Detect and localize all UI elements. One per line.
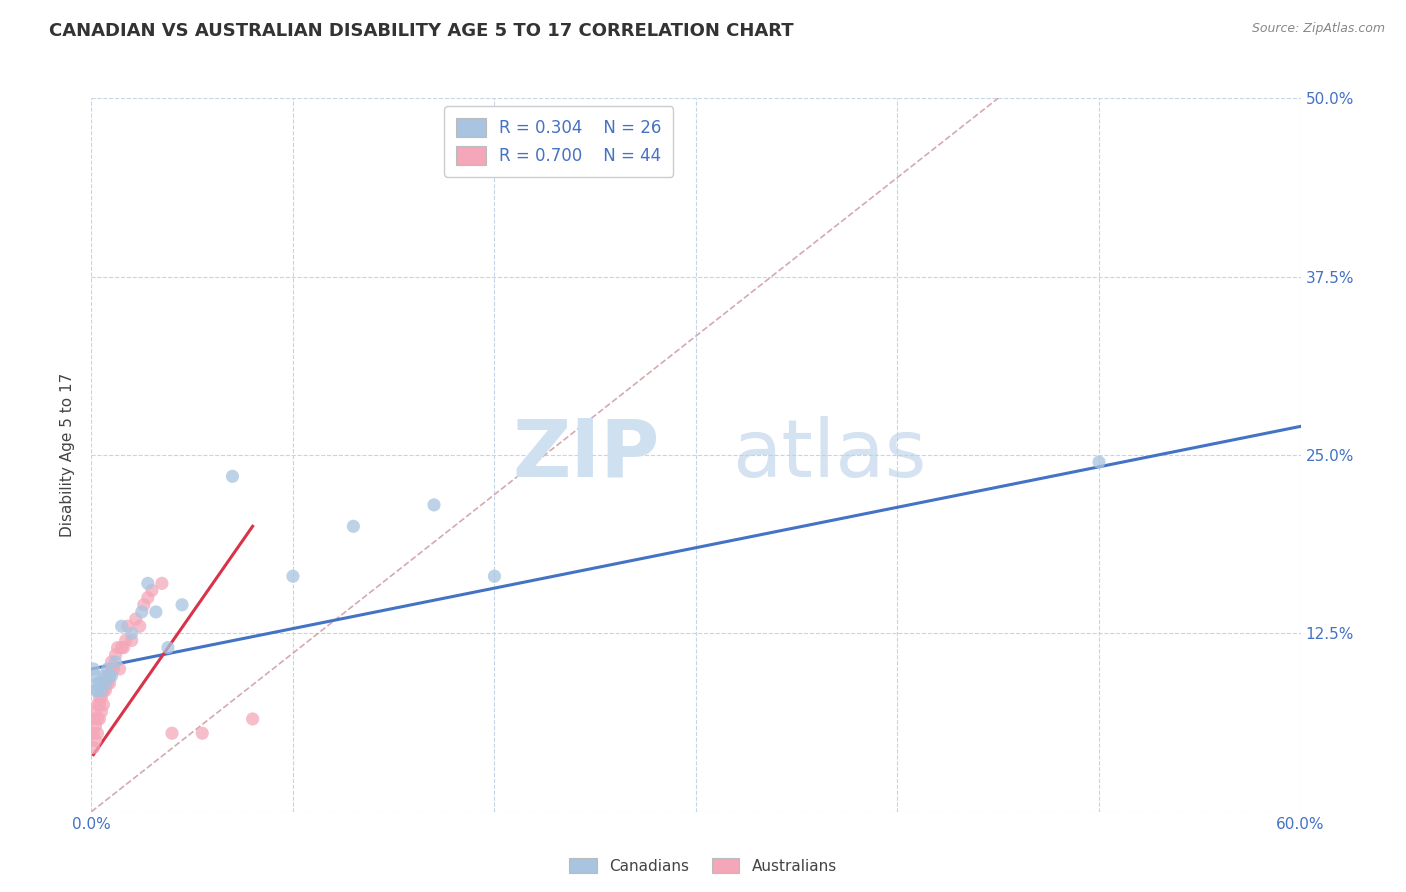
- Point: [128, 619, 150, 633]
- Point: [107, 640, 129, 655]
- Point: [117, 619, 139, 633]
- Point: [82, 740, 104, 755]
- Point: [114, 633, 136, 648]
- Point: [84, 705, 107, 719]
- Point: [103, 662, 125, 676]
- Text: ZIP: ZIP: [512, 416, 659, 494]
- Point: [132, 598, 155, 612]
- Point: [1088, 455, 1111, 469]
- Point: [111, 640, 132, 655]
- Point: [84, 733, 107, 747]
- Text: CANADIAN VS AUSTRALIAN DISABILITY AGE 5 TO 17 CORRELATION CHART: CANADIAN VS AUSTRALIAN DISABILITY AGE 5 …: [49, 22, 794, 40]
- Point: [150, 576, 173, 591]
- Point: [100, 669, 122, 683]
- Text: atlas: atlas: [733, 416, 927, 494]
- Point: [89, 690, 111, 705]
- Point: [160, 726, 183, 740]
- Point: [93, 698, 115, 712]
- Point: [93, 683, 115, 698]
- Point: [82, 712, 104, 726]
- Legend: R = 0.304    N = 26, R = 0.700    N = 44: R = 0.304 N = 26, R = 0.700 N = 44: [444, 106, 673, 177]
- Point: [111, 619, 132, 633]
- Y-axis label: Disability Age 5 to 17: Disability Age 5 to 17: [60, 373, 76, 537]
- Point: [89, 698, 111, 712]
- Point: [86, 676, 108, 690]
- Point: [94, 676, 117, 690]
- Point: [96, 669, 118, 683]
- Point: [131, 605, 153, 619]
- Legend: Canadians, Australians: Canadians, Australians: [562, 852, 844, 880]
- Point: [104, 648, 127, 662]
- Point: [94, 683, 117, 698]
- Point: [136, 591, 159, 605]
- Point: [125, 612, 148, 626]
- Point: [90, 690, 112, 705]
- Point: [98, 669, 121, 683]
- Point: [90, 683, 112, 698]
- Point: [156, 640, 179, 655]
- Point: [136, 576, 159, 591]
- Point: [221, 469, 243, 483]
- Point: [145, 605, 167, 619]
- Point: [242, 712, 264, 726]
- Point: [86, 683, 108, 698]
- Point: [100, 662, 122, 676]
- Point: [121, 633, 143, 648]
- Point: [423, 498, 446, 512]
- Point: [94, 676, 117, 690]
- Point: [96, 676, 118, 690]
- Point: [100, 655, 122, 669]
- Point: [98, 676, 121, 690]
- Point: [281, 569, 304, 583]
- Point: [84, 719, 107, 733]
- Point: [89, 712, 111, 726]
- Point: [96, 662, 118, 676]
- Text: Source: ZipAtlas.com: Source: ZipAtlas.com: [1251, 22, 1385, 36]
- Point: [141, 583, 163, 598]
- Point: [93, 669, 115, 683]
- Point: [121, 626, 143, 640]
- Point: [84, 669, 107, 683]
- Point: [98, 669, 121, 683]
- Point: [86, 712, 108, 726]
- Point: [112, 640, 135, 655]
- Point: [89, 676, 111, 690]
- Point: [172, 598, 194, 612]
- Point: [84, 683, 107, 698]
- Point: [82, 726, 104, 740]
- Point: [342, 519, 364, 533]
- Point: [191, 726, 214, 740]
- Point: [104, 655, 127, 669]
- Point: [484, 569, 506, 583]
- Point: [90, 705, 112, 719]
- Point: [108, 662, 131, 676]
- Point: [86, 698, 108, 712]
- Point: [86, 726, 108, 740]
- Point: [90, 683, 112, 698]
- Point: [93, 676, 115, 690]
- Point: [82, 662, 104, 676]
